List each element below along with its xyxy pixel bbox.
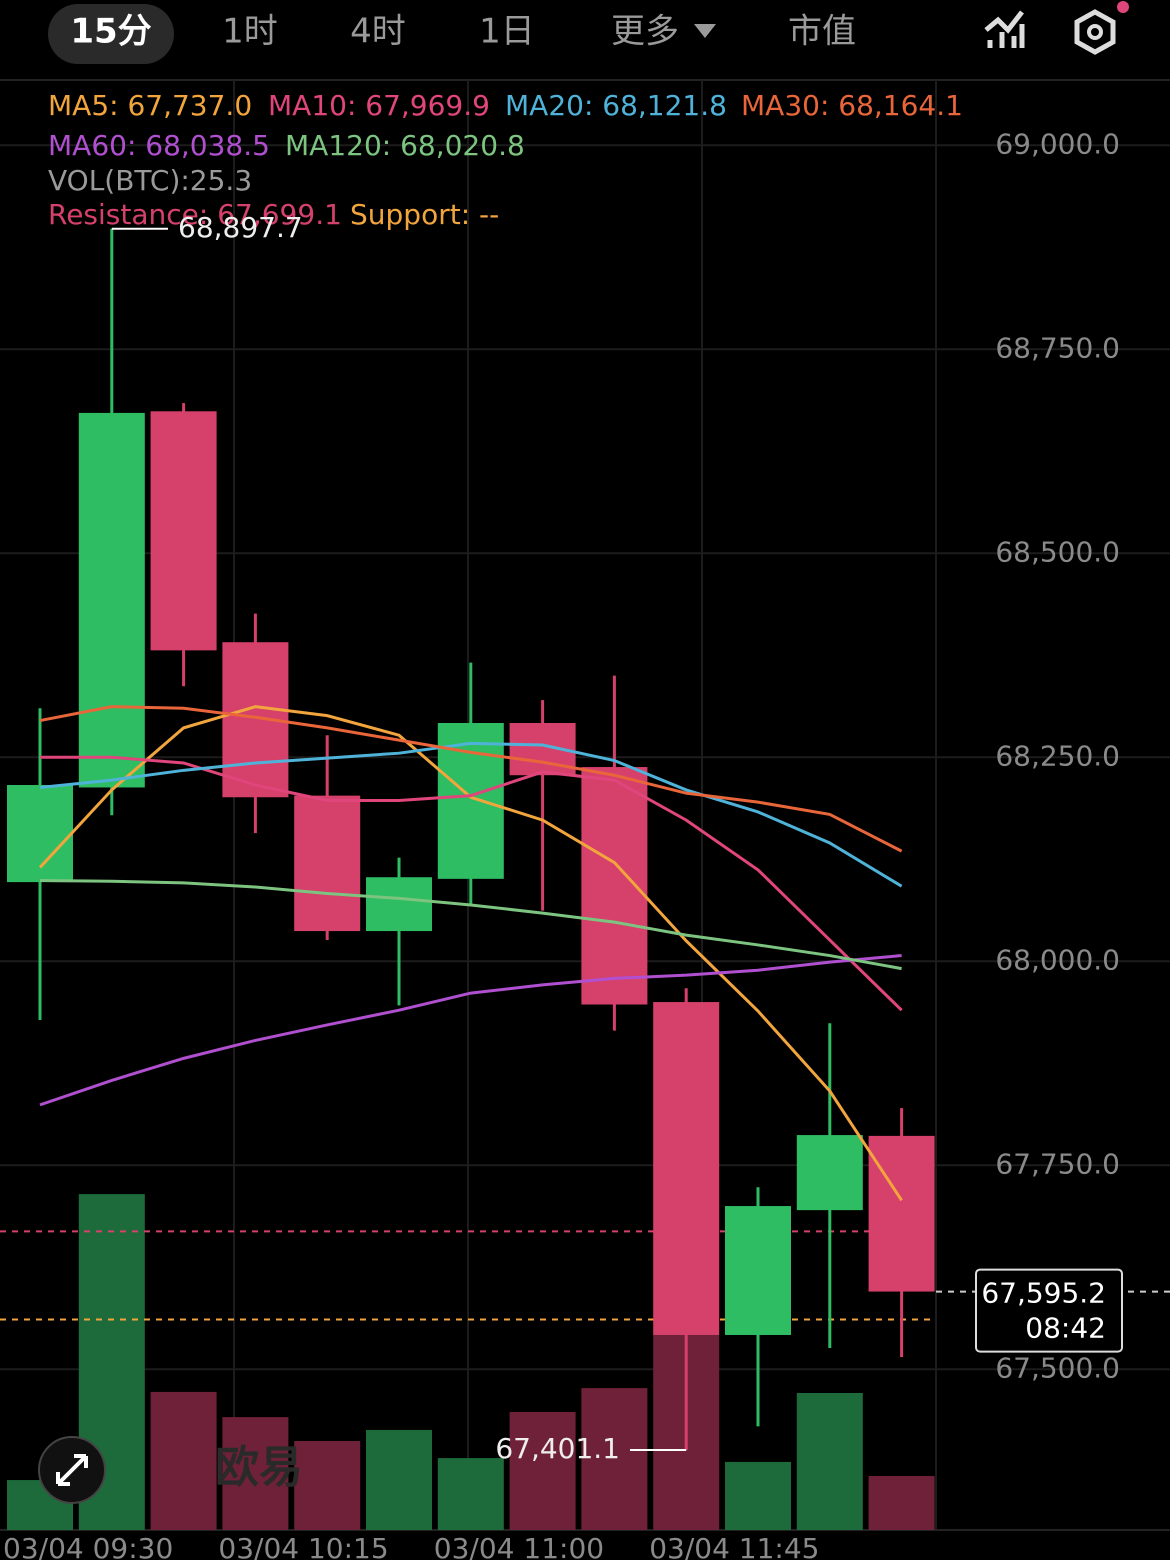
resistance-label: Resistance: 67,699.1 bbox=[48, 198, 342, 231]
volume-bar bbox=[581, 1388, 648, 1530]
candle-body bbox=[294, 795, 361, 932]
ma-line bbox=[38, 705, 903, 1202]
ma-line bbox=[40, 755, 903, 1012]
volume-bar bbox=[366, 1429, 432, 1530]
ma-line bbox=[39, 741, 903, 888]
fullscreen-button[interactable] bbox=[38, 1436, 106, 1504]
price-box bbox=[975, 1268, 1123, 1353]
y-tick-label: 69,000.0 bbox=[995, 127, 1120, 160]
y-tick-label: 68,500.0 bbox=[995, 535, 1120, 568]
volume-bar bbox=[150, 1391, 217, 1530]
candle-body bbox=[366, 877, 432, 932]
volume-bar bbox=[868, 1476, 935, 1530]
volume-bar bbox=[294, 1441, 361, 1530]
candle-body bbox=[7, 785, 73, 883]
x-tick-label: 03/04 11:00 bbox=[434, 1532, 604, 1560]
low-label: 67,401.1 bbox=[495, 1432, 620, 1465]
watermark: 欧易 bbox=[215, 1442, 303, 1493]
candle-body bbox=[796, 1135, 863, 1211]
tab[interactable]: 4时 bbox=[350, 12, 406, 52]
y-tick-label: 68,250.0 bbox=[995, 739, 1120, 772]
support-label: Support: -- bbox=[350, 198, 499, 231]
tab-active-bg[interactable] bbox=[48, 4, 174, 64]
high-label: 68,897.7 bbox=[178, 211, 303, 244]
volume-bar bbox=[796, 1392, 863, 1530]
volume-bar bbox=[222, 1417, 289, 1530]
y-tick-label: 67,500.0 bbox=[995, 1351, 1120, 1384]
legend-entry: MA120: 68,020.8 bbox=[285, 129, 525, 162]
volume-bar bbox=[725, 1461, 791, 1530]
x-tick-label: 03/04 10:15 bbox=[218, 1532, 388, 1560]
volume-bar bbox=[437, 1458, 504, 1530]
candle-body bbox=[78, 412, 145, 788]
candle-body bbox=[653, 1002, 720, 1335]
volume-bar bbox=[509, 1411, 576, 1530]
volume-label: VOL(BTC):25.3 bbox=[48, 164, 252, 197]
y-tick-label: 68,000.0 bbox=[995, 943, 1120, 976]
dropdown-arrow[interactable] bbox=[694, 24, 716, 38]
price-label: 67,595.2 bbox=[981, 1277, 1106, 1310]
legend-entry: MA10: 67,969.9 bbox=[268, 89, 490, 122]
tab[interactable]: 1时 bbox=[222, 12, 278, 52]
candle-body bbox=[725, 1206, 791, 1335]
candle-body bbox=[150, 411, 217, 651]
legend-entry: MA20: 68,121.8 bbox=[505, 89, 727, 122]
tab[interactable]: 15分 bbox=[70, 12, 151, 52]
ma-line bbox=[39, 705, 903, 853]
settings-icon[interactable] bbox=[1074, 1, 1129, 55]
plot: 69,000.0 68,750.0 68,500.0 68,250.0 68,000.0… bbox=[0, 89, 1170, 1560]
y-tick-label: 68,750.0 bbox=[995, 331, 1120, 364]
y-tick-label: 67,750.0 bbox=[995, 1147, 1120, 1180]
ma-line bbox=[39, 878, 902, 971]
countdown: 08:42 bbox=[1025, 1312, 1106, 1345]
x-tick-label: 03/04 09:30 bbox=[3, 1532, 173, 1560]
tab[interactable]: 市值 bbox=[788, 12, 856, 52]
vertical-grid bbox=[233, 80, 937, 1530]
ma-line bbox=[39, 954, 902, 1107]
tab[interactable]: 更多 bbox=[611, 12, 679, 52]
candle-body bbox=[868, 1135, 935, 1292]
tab[interactable]: 1日 bbox=[479, 12, 535, 52]
x-tick-label: 03/04 11:45 bbox=[649, 1532, 819, 1560]
indicator-icon[interactable] bbox=[984, 10, 1025, 48]
legend-entry: MA5: 67,737.0 bbox=[48, 89, 252, 122]
legend-entry: MA30: 68,164.1 bbox=[741, 89, 963, 122]
legend-entry: MA60: 68,038.5 bbox=[48, 129, 270, 162]
